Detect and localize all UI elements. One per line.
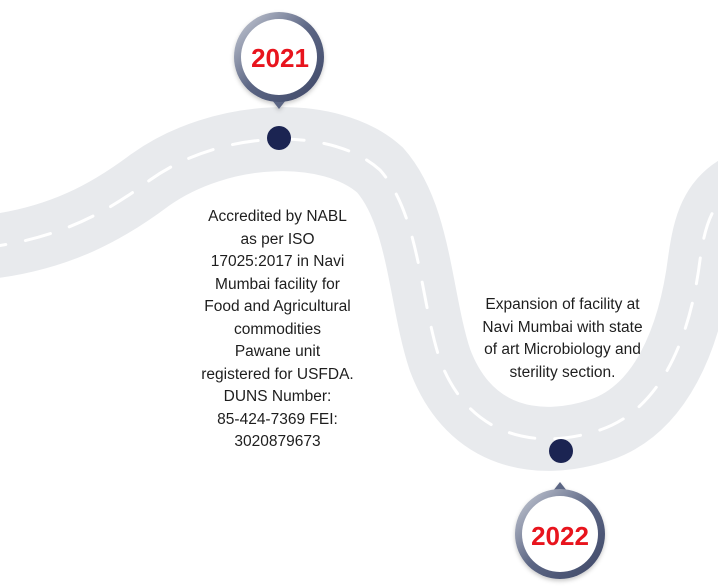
milestone-description-2022: Expansion of facility at Navi Mumbai wit…: [445, 294, 680, 384]
timeline-node-2021: [267, 126, 291, 150]
description-line: DUNS Number:: [223, 388, 332, 405]
timeline-node-2022: [549, 439, 573, 463]
description-line: of art Microbiology and: [484, 341, 641, 358]
milestone-description-2021: Accredited by NABL as per ISO 17025:2017…: [170, 206, 385, 454]
description-line: 3020879673: [234, 433, 321, 450]
description-line: registered for USFDA.: [201, 365, 354, 383]
description-line: Expansion of facility at: [485, 296, 640, 313]
description-line: commodities: [234, 320, 321, 338]
description-line: as per ISO: [240, 230, 315, 248]
description-line: 85-424-7369 FEI:: [217, 410, 338, 428]
road-lane-marking: [0, 137, 718, 441]
year-label-2021: 2021: [251, 43, 309, 73]
description-line: Mumbai facility for: [215, 275, 340, 293]
description-line: Food and Agricultural: [204, 298, 351, 315]
description-line: Pawane unit: [234, 343, 321, 360]
year-label-2022: 2022: [531, 521, 589, 551]
year-badge-2022: [515, 482, 605, 579]
description-line: sterility section.: [509, 363, 616, 381]
description-line: Accredited by NABL: [208, 208, 347, 225]
description-line: Navi Mumbai with state: [482, 318, 643, 336]
description-line: 17025:2017 in Navi: [210, 253, 345, 270]
year-badge-2021: [234, 12, 324, 109]
